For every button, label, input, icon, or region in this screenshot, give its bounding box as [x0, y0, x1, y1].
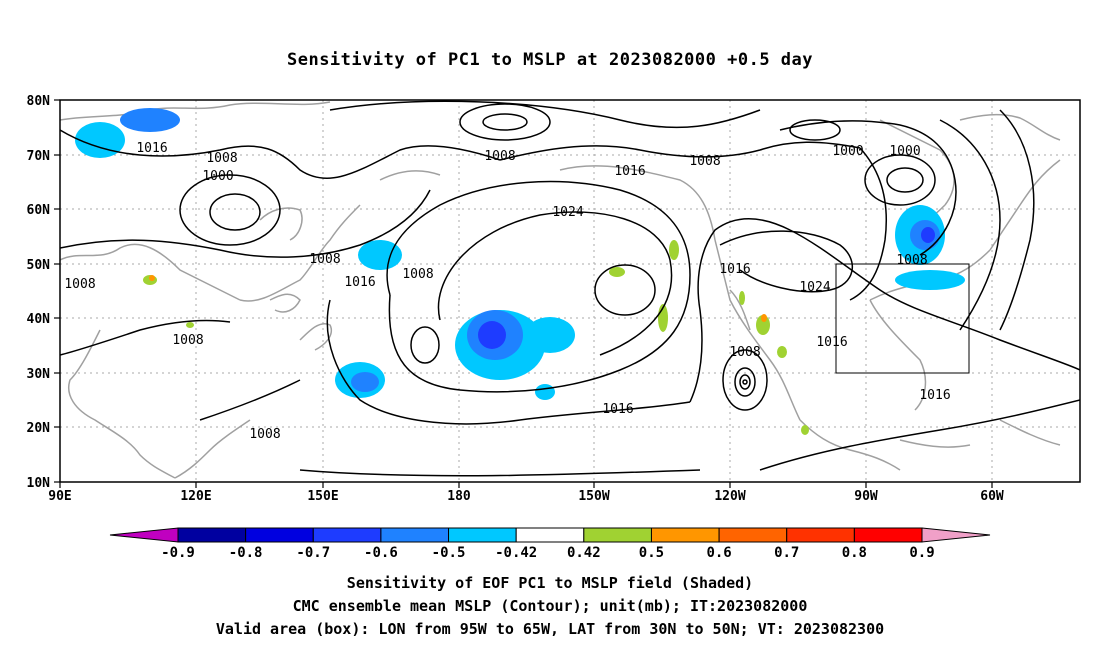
lat-label: 60N: [27, 203, 51, 218]
contour-label: 1008: [896, 253, 927, 268]
lon-label: 120W: [714, 489, 745, 504]
colorbar-tick-label: 0.6: [706, 545, 731, 561]
lat-label: 10N: [27, 476, 51, 491]
contour-label: 1000: [832, 144, 863, 159]
colorbar-low-arrow: [109, 527, 179, 543]
valid-area-box: [835, 263, 970, 374]
latitude-labels: 80N 70N 60N 50N 40N 30N 20N 10N: [27, 94, 51, 491]
contour-label: 1008: [206, 151, 237, 166]
colorbar-swatch: [515, 527, 585, 543]
colorbar-tick-label: -0.5: [432, 545, 466, 561]
lat-label: 30N: [27, 367, 51, 382]
colorbar-high-arrow: [921, 527, 991, 543]
contour-label: 1008: [729, 345, 760, 360]
coastlines: [60, 101, 1061, 479]
caption-line-1: Sensitivity of EOF PC1 to MSLP field (Sh…: [346, 574, 754, 592]
lon-label: 180: [447, 489, 471, 504]
lat-label: 20N: [27, 421, 51, 436]
map-title: Sensitivity of PC1 to MSLP at 2023082000…: [286, 50, 813, 70]
contour-label: 1008: [484, 149, 515, 164]
contour-label: 1024: [552, 205, 583, 220]
colorbar-swatch: [380, 527, 450, 543]
colorbar-swatch: [853, 527, 923, 543]
contour-label: 1016: [344, 275, 375, 290]
colorbar-tick-label: 0.8: [842, 545, 867, 561]
colorbar-swatch: [245, 527, 314, 543]
colorbar-tick-label: 0.7: [774, 545, 799, 561]
lat-label: 70N: [27, 149, 51, 164]
lon-label: 120E: [180, 489, 211, 504]
colorbar-tick-label: -0.6: [364, 545, 398, 561]
contour-label: 1008: [64, 277, 95, 292]
lon-label: 90W: [854, 489, 878, 504]
colorbar-tick-label: 0.5: [639, 545, 664, 561]
lon-label: 150W: [578, 489, 609, 504]
axis-ticks: [54, 99, 993, 488]
caption-line-3: Valid area (box): LON from 95W to 65W, L…: [215, 620, 885, 638]
contour-label: 1000: [889, 144, 920, 159]
contour-label: 1016: [614, 164, 645, 179]
colorbar-swatch: [650, 527, 720, 543]
contour-label: 1000: [202, 169, 233, 184]
mslp-contours: [60, 100, 1080, 477]
contour-labels: 1016 1008 1000 1008 1008 1016 1024 1008 …: [64, 141, 950, 442]
plot-area: [60, 100, 1080, 482]
contour-label: 1016: [719, 262, 750, 277]
caption-line-2: CMC ensemble mean MSLP (Contour); unit(m…: [292, 597, 808, 615]
negative-sensitivity-shading: [75, 108, 965, 400]
lat-label: 40N: [27, 312, 51, 327]
plot-frame: [59, 99, 1081, 483]
contour-label: 1008: [249, 427, 280, 442]
colorbar-tick-label: -0.8: [229, 545, 263, 561]
contour-label: 1008: [172, 333, 203, 348]
colorbar-swatch: [718, 527, 788, 543]
contour-label: 1008: [309, 252, 340, 267]
positive-sensitivity-shading: [143, 240, 809, 435]
contour-label: 1016: [602, 402, 633, 417]
contour-label: 1016: [136, 141, 167, 156]
colorbar-swatch: [448, 527, 517, 543]
colorbar: -0.9 -0.8 -0.7 -0.6 -0.5 -0.42 0.42 0.5 0.6 0.7 0.…: [109, 527, 991, 561]
contour-label: 1016: [919, 388, 950, 403]
grid-lines: [60, 100, 1080, 482]
colorbar-swatch: [312, 527, 382, 543]
lon-label: 150E: [307, 489, 338, 504]
colorbar-swatch: [177, 527, 247, 543]
colorbar-tick-label: -0.42: [495, 545, 537, 561]
colorbar-tick-label: -0.7: [296, 545, 330, 561]
colorbar-swatch: [786, 527, 855, 543]
longitude-labels: 90E 120E 150E 180 150W 120W 90W 60W: [48, 489, 1004, 504]
contour-label: 1016: [816, 335, 847, 350]
colorbar-tick-label: 0.9: [909, 545, 934, 561]
contour-label: 1008: [689, 154, 720, 169]
lat-label: 50N: [27, 258, 51, 273]
colorbar-tick-label: -0.9: [161, 545, 195, 561]
colorbar-swatch: [583, 527, 652, 543]
lon-label: 90E: [48, 489, 71, 504]
lat-label: 80N: [27, 94, 51, 109]
colorbar-tick-label: 0.42: [567, 545, 601, 561]
lon-label: 60W: [980, 489, 1004, 504]
contour-label: 1008: [402, 267, 433, 282]
contour-label: 1024: [799, 280, 830, 295]
